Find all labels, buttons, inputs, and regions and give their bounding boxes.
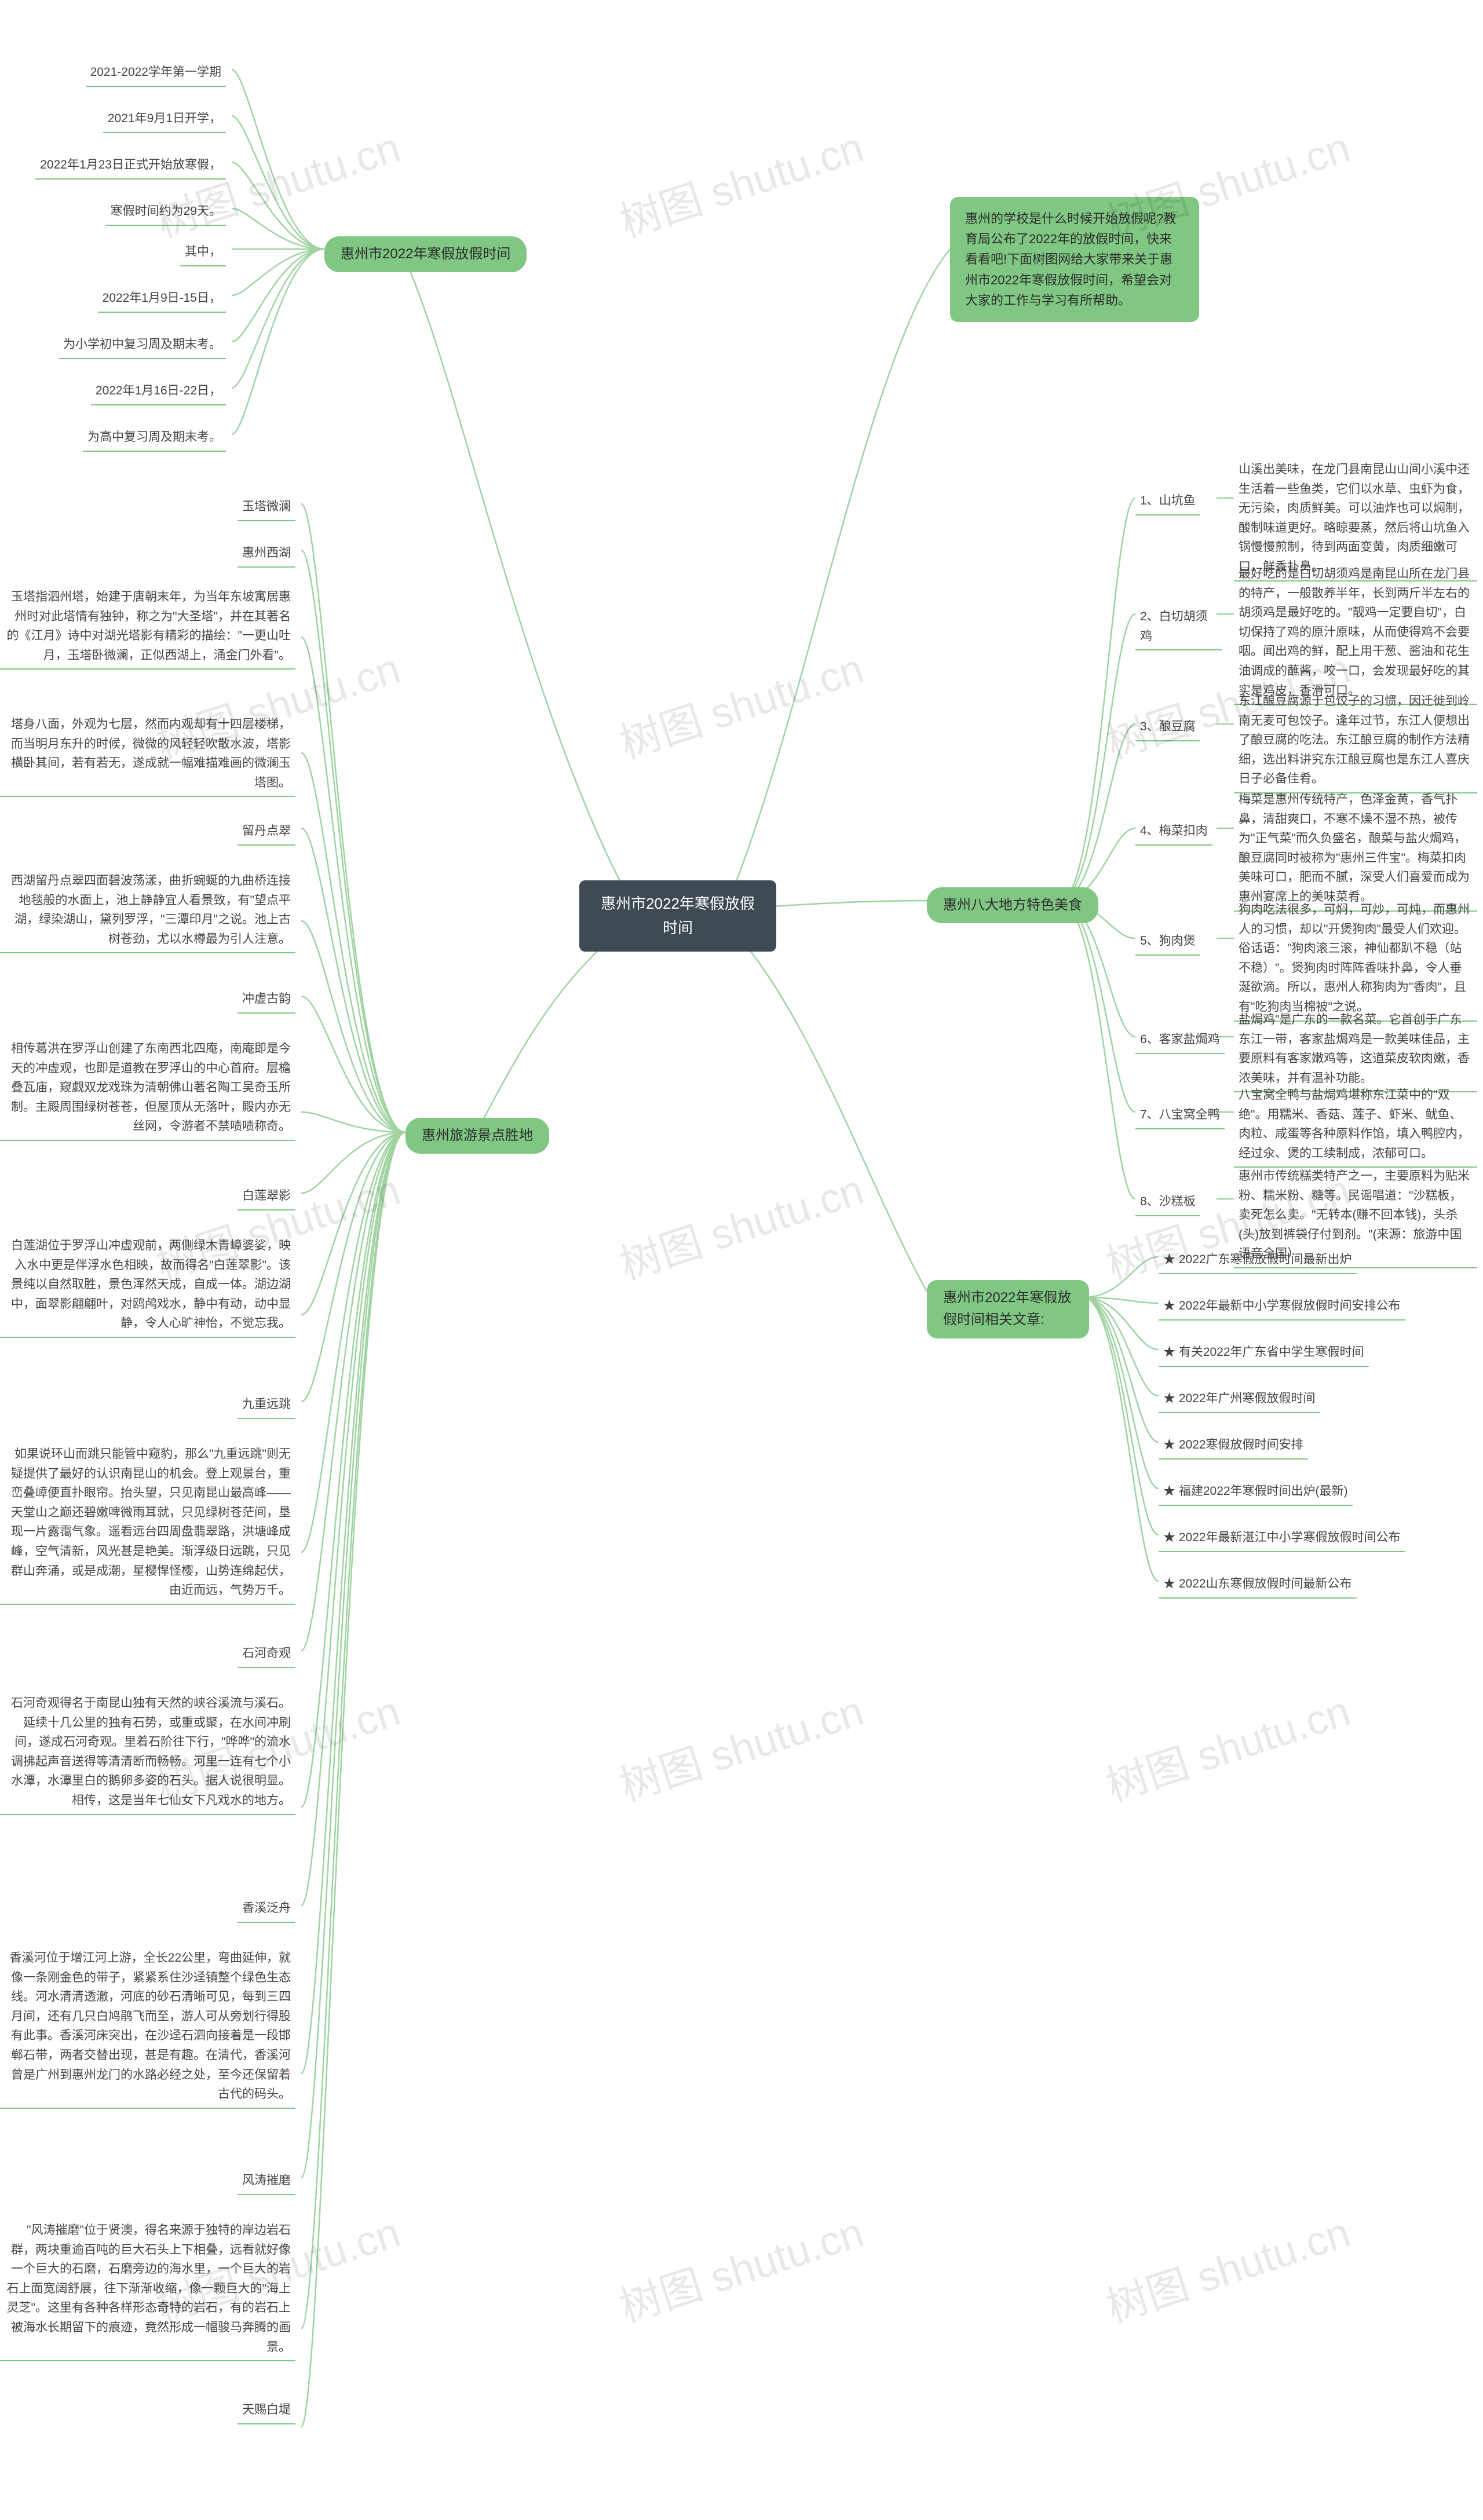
related-item[interactable]: 有关2022年广东省中学生寒假时间 — [1159, 1340, 1369, 1367]
spot-item: 石河奇观得名于南昆山独有天然的峡谷溪流与溪石。延续十几公里的独有石势，或重或聚，… — [0, 1691, 295, 1815]
spot-item: 天赐白堤 — [238, 2398, 295, 2424]
related-item[interactable]: 福建2022年寒假时间出炉(最新) — [1159, 1479, 1353, 1506]
branch-related[interactable]: 惠州市2022年寒假放假时间相关文章: — [927, 1280, 1089, 1338]
branch-related-label: 惠州市2022年寒假放假时间相关文章: — [943, 1290, 1071, 1327]
time-item: 为高中复习周及期末考。 — [83, 425, 226, 452]
watermark: 树图 shutu.cn — [611, 113, 870, 249]
related-item[interactable]: 2022寒假放假时间安排 — [1159, 1433, 1308, 1460]
time-item: 2021年9月1日开学， — [103, 107, 226, 133]
time-item: 为小学初中复习周及期末考。 — [59, 332, 226, 359]
food-name: 5、狗肉煲 — [1135, 929, 1200, 956]
food-name: 1、山坑鱼 — [1135, 489, 1200, 515]
time-item: 2021-2022学年第一学期 — [86, 60, 226, 87]
watermark: 树图 shutu.cn — [611, 2198, 870, 2334]
branch-time[interactable]: 惠州市2022年寒假放假时间 — [324, 236, 527, 272]
food-name: 6、客家盐焗鸡 — [1135, 1027, 1225, 1054]
related-item[interactable]: 2022山东寒假放假时间最新公布 — [1159, 1572, 1357, 1599]
spot-item: 九重远跳 — [238, 1392, 295, 1419]
food-name: 8、沙糕板 — [1135, 1190, 1200, 1216]
spot-item: 西湖留丹点翠四面碧波荡漾，曲折蜿蜒的九曲桥连接地毯般的水面上，池上静静宜人看景致… — [0, 869, 295, 953]
spot-item: 玉塔指泗州塔，始建于唐朝末年，为当年东坡寓居惠州时对此塔情有独钟，称之为"大圣塔… — [0, 585, 295, 670]
spot-item: 冲虚古韵 — [238, 987, 295, 1014]
related-item[interactable]: 2022广东寒假放假时间最新出炉 — [1159, 1248, 1357, 1274]
watermark: 树图 shutu.cn — [611, 1677, 870, 1813]
branch-spots-label: 惠州旅游景点胜地 — [422, 1128, 533, 1143]
food-name: 7、八宝窝全鸭 — [1135, 1103, 1225, 1129]
branch-time-label: 惠州市2022年寒假放假时间 — [341, 246, 510, 262]
time-item: 2022年1月23日正式开始放寒假， — [35, 153, 226, 180]
time-item: 2022年1月9日-15日， — [98, 286, 226, 313]
watermark: 树图 shutu.cn — [611, 1155, 870, 1292]
related-item[interactable]: 2022年最新中小学寒假放假时间安排公布 — [1159, 1294, 1405, 1321]
spot-item: 如果说环山而跳只能管中窥豹，那么"九重远跳"则无疑提供了最好的认识南昆山的机会。… — [0, 1442, 295, 1605]
food-desc: 东江酿豆腐源于包饺子的习惯，因迁徙到岭南无麦可包饺子。逢年过节，东江人便想出了酿… — [1234, 689, 1477, 793]
spot-item: 香溪泛舟 — [238, 1896, 295, 1923]
spot-item: 相传葛洪在罗浮山创建了东南西北四庵，南庵即是今天的冲虚观，也即是道教在罗浮山的中… — [0, 1037, 295, 1141]
spot-item: 香溪河位于增江河上游，全长22公里，弯曲延伸，就像一条刚金色的带子，紧紧系住沙迳… — [0, 1946, 295, 2109]
food-desc: 最好吃的是白切胡须鸡是南昆山所在龙门县的特产，一般散养半年，长到两斤半左右的胡须… — [1234, 562, 1477, 705]
food-name: 3、酿豆腐 — [1135, 715, 1200, 741]
spot-item: 白莲翠影 — [238, 1184, 295, 1210]
branch-food[interactable]: 惠州八大地方特色美食 — [927, 887, 1098, 923]
related-item[interactable]: 2022年广州寒假放假时间 — [1159, 1387, 1320, 1413]
food-name: 2、白切胡须鸡 — [1135, 605, 1222, 650]
time-item: 其中， — [180, 240, 226, 266]
intro-text: 惠州的学校是什么时候开始放假呢?教育局公布了2022年的放假时间，快来看看吧!下… — [965, 211, 1176, 308]
watermark: 树图 shutu.cn — [1097, 2198, 1356, 2334]
watermark: 树图 shutu.cn — [1097, 1677, 1356, 1813]
center-title: 惠州市2022年寒假放假时间 — [579, 880, 776, 952]
spot-item: 惠州西湖 — [238, 541, 295, 568]
spot-item: 风涛摧磨 — [238, 2168, 295, 2195]
spot-item: 白莲湖位于罗浮山冲虚观前，两侧绿木青嶂婆娑，映入水中更是伴浮水色相映，故而得名"… — [0, 1234, 295, 1338]
spot-item: 石河奇观 — [238, 1641, 295, 1668]
spot-item: 玉塔微澜 — [238, 495, 295, 521]
branch-food-label: 惠州八大地方特色美食 — [943, 897, 1082, 913]
food-desc: 狗肉吃法很多，可焖，可炒，可炖，而惠州人的习惯，却以"开煲狗肉"最受人们欢迎。俗… — [1234, 898, 1477, 1022]
food-desc: 梅菜是惠州传统特产，色泽金黄，香气扑鼻，清甜爽口，不寒不燥不湿不热，被传为"正气… — [1234, 788, 1477, 912]
spot-item: 留丹点翠 — [238, 819, 295, 846]
time-item: 寒假时间约为29天。 — [106, 199, 226, 226]
center-title-text: 惠州市2022年寒假放假时间 — [601, 895, 755, 937]
food-desc: 盐焗鸡"是广东的一款名菜。它首创于广东东江一带，客家盐焗鸡是一款美味佳品，主要原… — [1234, 1008, 1477, 1092]
intro-box: 惠州的学校是什么时候开始放假呢?教育局公布了2022年的放假时间，快来看看吧!下… — [950, 197, 1199, 322]
watermark: 树图 shutu.cn — [611, 634, 870, 770]
food-desc: 八宝窝全鸭与盐焗鸡堪称东江菜中的"双绝"。用糯米、香菇、莲子、虾米、鱿鱼、肉粒、… — [1234, 1083, 1477, 1168]
food-name: 4、梅菜扣肉 — [1135, 819, 1212, 846]
watermark: 树图 shutu.cn — [147, 113, 406, 249]
spot-item: 塔身八面，外观为七层，然而内观却有十四层楼梯，而当明月东升的时候，微微的风轻轻吹… — [0, 712, 295, 797]
related-item[interactable]: 2022年最新湛江中小学寒假放假时间公布 — [1159, 1526, 1405, 1552]
spot-item: "风涛摧磨"位于贤澳，得名来源于独特的岸边岩石群，两块重逾百吨的巨大石头上下相叠… — [0, 2218, 295, 2361]
time-item: 2022年1月16日-22日， — [91, 379, 226, 405]
branch-spots[interactable]: 惠州旅游景点胜地 — [406, 1118, 549, 1154]
